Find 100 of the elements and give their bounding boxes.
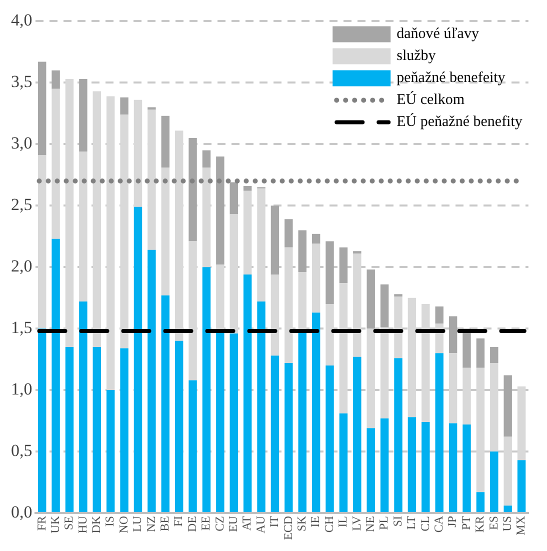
bar xyxy=(380,284,389,328)
bar xyxy=(216,332,224,512)
bar xyxy=(161,168,170,296)
bar xyxy=(270,356,280,512)
bar xyxy=(120,348,128,512)
x-tick-label: CH xyxy=(322,516,336,533)
bar xyxy=(462,368,471,424)
x-tick-label: LV xyxy=(349,516,364,531)
bar xyxy=(366,328,375,428)
bar xyxy=(202,150,211,168)
bar xyxy=(380,327,389,418)
bar xyxy=(394,296,402,358)
x-tick-label: SI xyxy=(390,516,404,527)
bar xyxy=(504,375,512,437)
bar xyxy=(366,428,375,512)
bar xyxy=(422,304,430,422)
x-tick-label: IT xyxy=(267,515,282,528)
bar xyxy=(339,283,348,414)
x-tick-label: KR xyxy=(472,516,487,533)
bar xyxy=(380,418,389,512)
bar xyxy=(490,452,498,512)
bar xyxy=(312,244,320,313)
x-tick-label: US xyxy=(500,516,514,532)
y-tick-label: 3,5 xyxy=(11,72,32,92)
bar xyxy=(339,413,348,512)
bar xyxy=(188,138,197,242)
legend-label: EÚ celkom xyxy=(396,91,465,108)
x-tick-label: NZ xyxy=(144,516,158,532)
x-tick-label: CA xyxy=(432,516,446,533)
x-tick-label: FR xyxy=(34,516,48,531)
bar xyxy=(353,356,362,512)
y-tick-label: 3,0 xyxy=(11,134,32,153)
bar xyxy=(52,70,60,89)
bar xyxy=(284,219,293,248)
bar xyxy=(448,316,458,354)
x-tick-label: PT xyxy=(458,515,473,530)
bar xyxy=(188,241,197,380)
bar xyxy=(106,390,115,512)
bar xyxy=(517,460,526,512)
bar xyxy=(353,254,362,357)
x-tick-label: BE xyxy=(158,516,172,532)
bar xyxy=(79,302,88,512)
bar xyxy=(65,78,74,348)
y-tick-label: 0,5 xyxy=(11,440,32,460)
bar xyxy=(161,295,170,512)
bar xyxy=(216,156,224,265)
legend-label: služby xyxy=(396,48,436,64)
x-tick-label: PL xyxy=(376,516,391,530)
bar xyxy=(462,424,471,512)
bar xyxy=(326,304,334,366)
bar xyxy=(257,188,266,302)
x-tick-label: LT xyxy=(404,515,418,530)
y-tick-label: 0,0 xyxy=(11,502,32,522)
bar xyxy=(257,302,266,512)
x-tick-label: IL xyxy=(336,516,350,528)
x-tick-label: DE xyxy=(184,516,199,532)
x-tick-label: SK xyxy=(294,516,309,532)
bar xyxy=(230,333,238,512)
x-tick-label: MX xyxy=(514,516,528,536)
bar xyxy=(339,247,348,284)
bar xyxy=(476,368,485,492)
bar xyxy=(79,152,88,302)
x-tick-label: UK xyxy=(48,516,62,534)
bar xyxy=(243,274,252,512)
bar xyxy=(92,347,102,512)
bar xyxy=(243,186,252,191)
bar xyxy=(394,294,402,297)
x-tick-label: SE xyxy=(62,516,76,530)
x-tick-label: LU xyxy=(130,516,144,532)
x-tick-label: NO xyxy=(116,516,130,534)
bar xyxy=(504,506,512,512)
bar xyxy=(312,234,320,244)
x-tick-label: ECD xyxy=(280,516,295,540)
x-tick-label: IE xyxy=(308,516,322,528)
bar xyxy=(284,247,293,363)
bar xyxy=(504,436,512,506)
bar xyxy=(79,78,88,152)
bar xyxy=(38,328,46,512)
bar xyxy=(38,62,46,156)
bar xyxy=(174,340,184,512)
x-tick-label: CL xyxy=(418,516,432,532)
bar xyxy=(148,110,156,250)
x-tick-label: NE xyxy=(363,516,378,532)
bar xyxy=(270,206,280,274)
y-tick-label: 1,0 xyxy=(11,380,32,399)
x-tick-label: FI xyxy=(171,516,186,527)
legend-label: daňové úľavy xyxy=(396,26,480,42)
bar xyxy=(326,365,334,512)
bar xyxy=(366,270,375,329)
bar xyxy=(52,88,60,239)
y-tick-label: 2,5 xyxy=(11,195,32,214)
bar xyxy=(148,250,156,512)
x-tick-label: JP xyxy=(445,516,460,528)
bar xyxy=(120,97,128,115)
legend-label: peňažné benefeity xyxy=(396,70,506,86)
bar xyxy=(408,417,416,512)
bar xyxy=(52,238,60,512)
x-tick-label: HU xyxy=(75,516,90,534)
bar xyxy=(120,114,128,348)
bar xyxy=(448,353,458,424)
